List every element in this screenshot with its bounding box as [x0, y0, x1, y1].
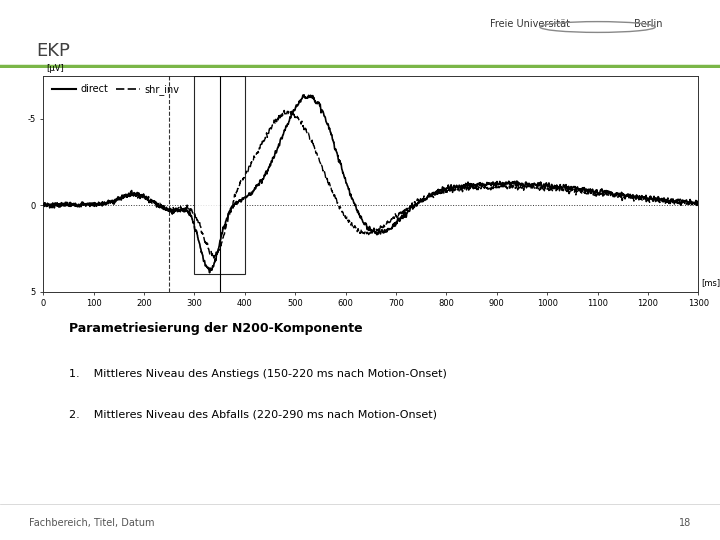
Text: 18: 18: [679, 518, 691, 528]
Text: Fachbereich, Titel, Datum: Fachbereich, Titel, Datum: [29, 518, 154, 528]
Text: Berlin: Berlin: [634, 18, 662, 29]
Text: EKP: EKP: [36, 42, 70, 59]
Text: Parametriesierung der N200-Komponente: Parametriesierung der N200-Komponente: [69, 322, 363, 335]
Legend: direct, shr_inv: direct, shr_inv: [48, 80, 183, 99]
Text: [µV]: [µV]: [47, 64, 64, 73]
Text: 1.    Mittleres Niveau des Anstiegs (150-220 ms nach Motion-Onset): 1. Mittleres Niveau des Anstiegs (150-22…: [69, 369, 447, 379]
Text: Freie Universität: Freie Universität: [490, 18, 570, 29]
Bar: [194, 76, 245, 274]
Text: [ms]: [ms]: [702, 278, 720, 287]
Text: 2.    Mittleres Niveau des Abfalls (220-290 ms nach Motion-Onset): 2. Mittleres Niveau des Abfalls (220-290…: [69, 410, 437, 420]
